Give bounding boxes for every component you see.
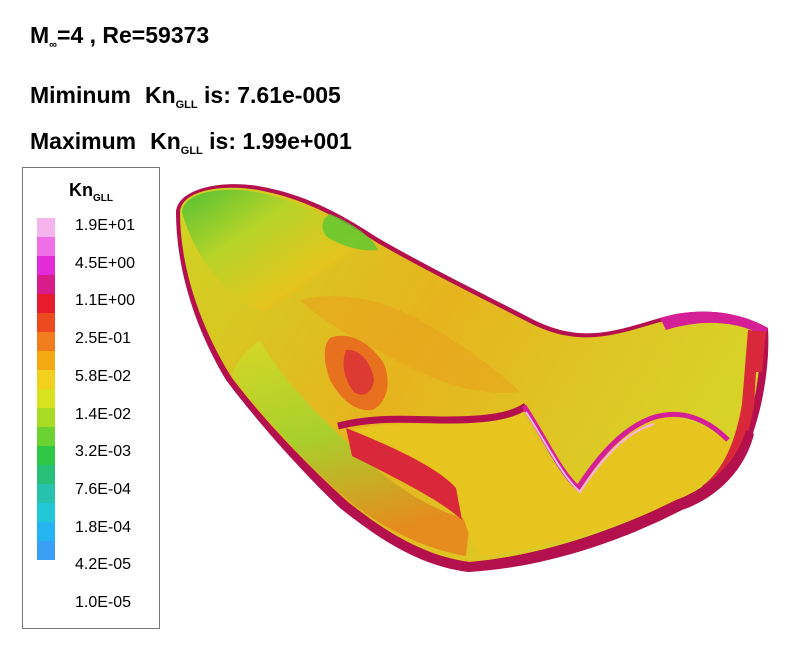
legend-swatch bbox=[37, 522, 55, 541]
legend-tick-label: 7.6E-04 bbox=[75, 480, 132, 498]
legend-swatch bbox=[37, 256, 55, 275]
legend-tick-label: 2.5E-01 bbox=[75, 330, 132, 348]
green-patch bbox=[322, 214, 378, 251]
legend-swatch bbox=[37, 408, 55, 427]
maximum-kn-line: Maximum KnGLL is: 1.99e+001 bbox=[30, 128, 352, 157]
tail-edge bbox=[660, 311, 768, 336]
left-cavity-edge bbox=[346, 428, 462, 520]
minimum-kn-line: Miminum KnGLL is: 7.61e-005 bbox=[30, 82, 341, 111]
legend-swatch bbox=[37, 503, 55, 522]
kn-symbol: Kn bbox=[144, 82, 176, 108]
tail-right-wall bbox=[702, 330, 766, 498]
orange-band bbox=[300, 296, 520, 393]
legend-tick-label: 1.0E-05 bbox=[75, 594, 132, 611]
mach-subscript: ∞ bbox=[49, 39, 58, 51]
kn-symbol: Kn bbox=[150, 128, 181, 154]
color-legend: KnGLL 1.9E+01 4.5E+00 1.1E+00 2.5E-01 5.8E-0… bbox=[22, 167, 160, 629]
legend-tick-label: 1.1E+00 bbox=[75, 292, 136, 310]
flow-conditions-heading: M∞=4 , Re=59373 bbox=[30, 22, 209, 51]
maximum-value: 1.99e+001 bbox=[242, 128, 352, 154]
is-label: is: bbox=[204, 82, 231, 108]
legend-swatch bbox=[37, 237, 55, 256]
legend-swatch bbox=[37, 351, 55, 370]
cavity-wall bbox=[346, 412, 732, 556]
mach-symbol: M bbox=[30, 22, 50, 48]
legend-swatch bbox=[37, 313, 55, 332]
legend-title-subscript: GLL bbox=[93, 193, 113, 204]
maximum-label: Maximum bbox=[30, 128, 137, 154]
kn-subscript: GLL bbox=[175, 99, 198, 111]
legend-tick-label: 1.4E-02 bbox=[75, 405, 132, 423]
kn-subscript: GLL bbox=[180, 145, 203, 157]
cavity-rim bbox=[337, 403, 529, 430]
legend-tick-label: 1.8E-04 bbox=[75, 518, 132, 536]
legend-tick-label: 4.5E+00 bbox=[75, 254, 136, 272]
is-label: is: bbox=[209, 128, 236, 154]
legend-title: KnGLL bbox=[23, 180, 159, 204]
legend-swatch bbox=[37, 332, 55, 351]
legend-swatch bbox=[37, 465, 55, 484]
legend-swatch bbox=[37, 218, 55, 237]
legend-tick-label: 5.8E-02 bbox=[75, 367, 132, 385]
legend-title-symbol: Kn bbox=[69, 180, 93, 200]
minimum-value: 7.61e-005 bbox=[237, 82, 341, 108]
legend-swatch bbox=[37, 370, 55, 389]
hot-spot-core bbox=[343, 349, 374, 395]
flow-conditions-text: =4 , Re=59373 bbox=[57, 22, 210, 48]
legend-tick-label: 4.2E-05 bbox=[75, 556, 132, 574]
nose-region bbox=[182, 189, 364, 312]
legend-swatch bbox=[37, 541, 55, 560]
legend-tick-label: 1.9E+01 bbox=[75, 217, 136, 234]
legend-swatch bbox=[37, 294, 55, 313]
legend-swatch bbox=[37, 389, 55, 408]
legend-swatch bbox=[37, 446, 55, 465]
bottom-edge bbox=[468, 430, 754, 572]
cavity-ridge-highlight bbox=[525, 411, 655, 494]
legend-swatch bbox=[37, 427, 55, 446]
legend-swatch bbox=[37, 275, 55, 294]
legend-tick-label: 3.2E-03 bbox=[75, 443, 132, 461]
minimum-label: Miminum bbox=[30, 82, 131, 108]
legend-swatch bbox=[37, 484, 55, 503]
